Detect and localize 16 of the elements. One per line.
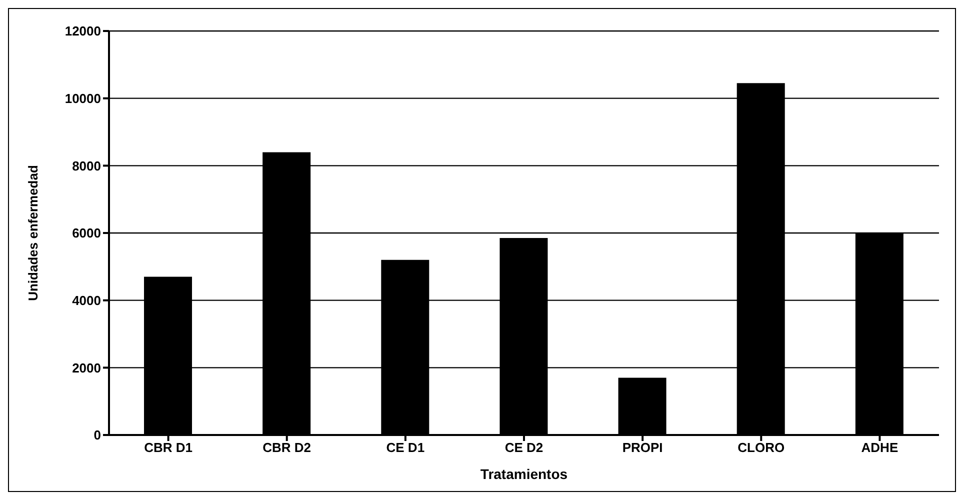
y-tick-label: 6000 (72, 226, 101, 241)
y-tick-label: 8000 (72, 158, 101, 174)
x-tick-label: PROPI (622, 440, 663, 456)
y-tick-label: 12000 (64, 24, 101, 39)
x-axis-title: Tratamientos (480, 466, 568, 482)
y-tick-label: 10000 (64, 90, 101, 106)
x-tick-label: CBR D2 (262, 440, 312, 456)
y-tick-label: 2000 (72, 360, 101, 376)
y-tick-label: 4000 (72, 292, 101, 308)
x-tick-label: CE D1 (386, 440, 425, 456)
y-tick-label: 0 (94, 428, 101, 443)
x-tick-label: CE D2 (504, 440, 544, 456)
x-tick-label: ADHE (861, 440, 898, 456)
x-tick-label: CBR D1 (144, 440, 192, 456)
x-tick-label: CLORO (738, 440, 785, 456)
y-axis-title: Unidades enfermedad (26, 165, 41, 301)
